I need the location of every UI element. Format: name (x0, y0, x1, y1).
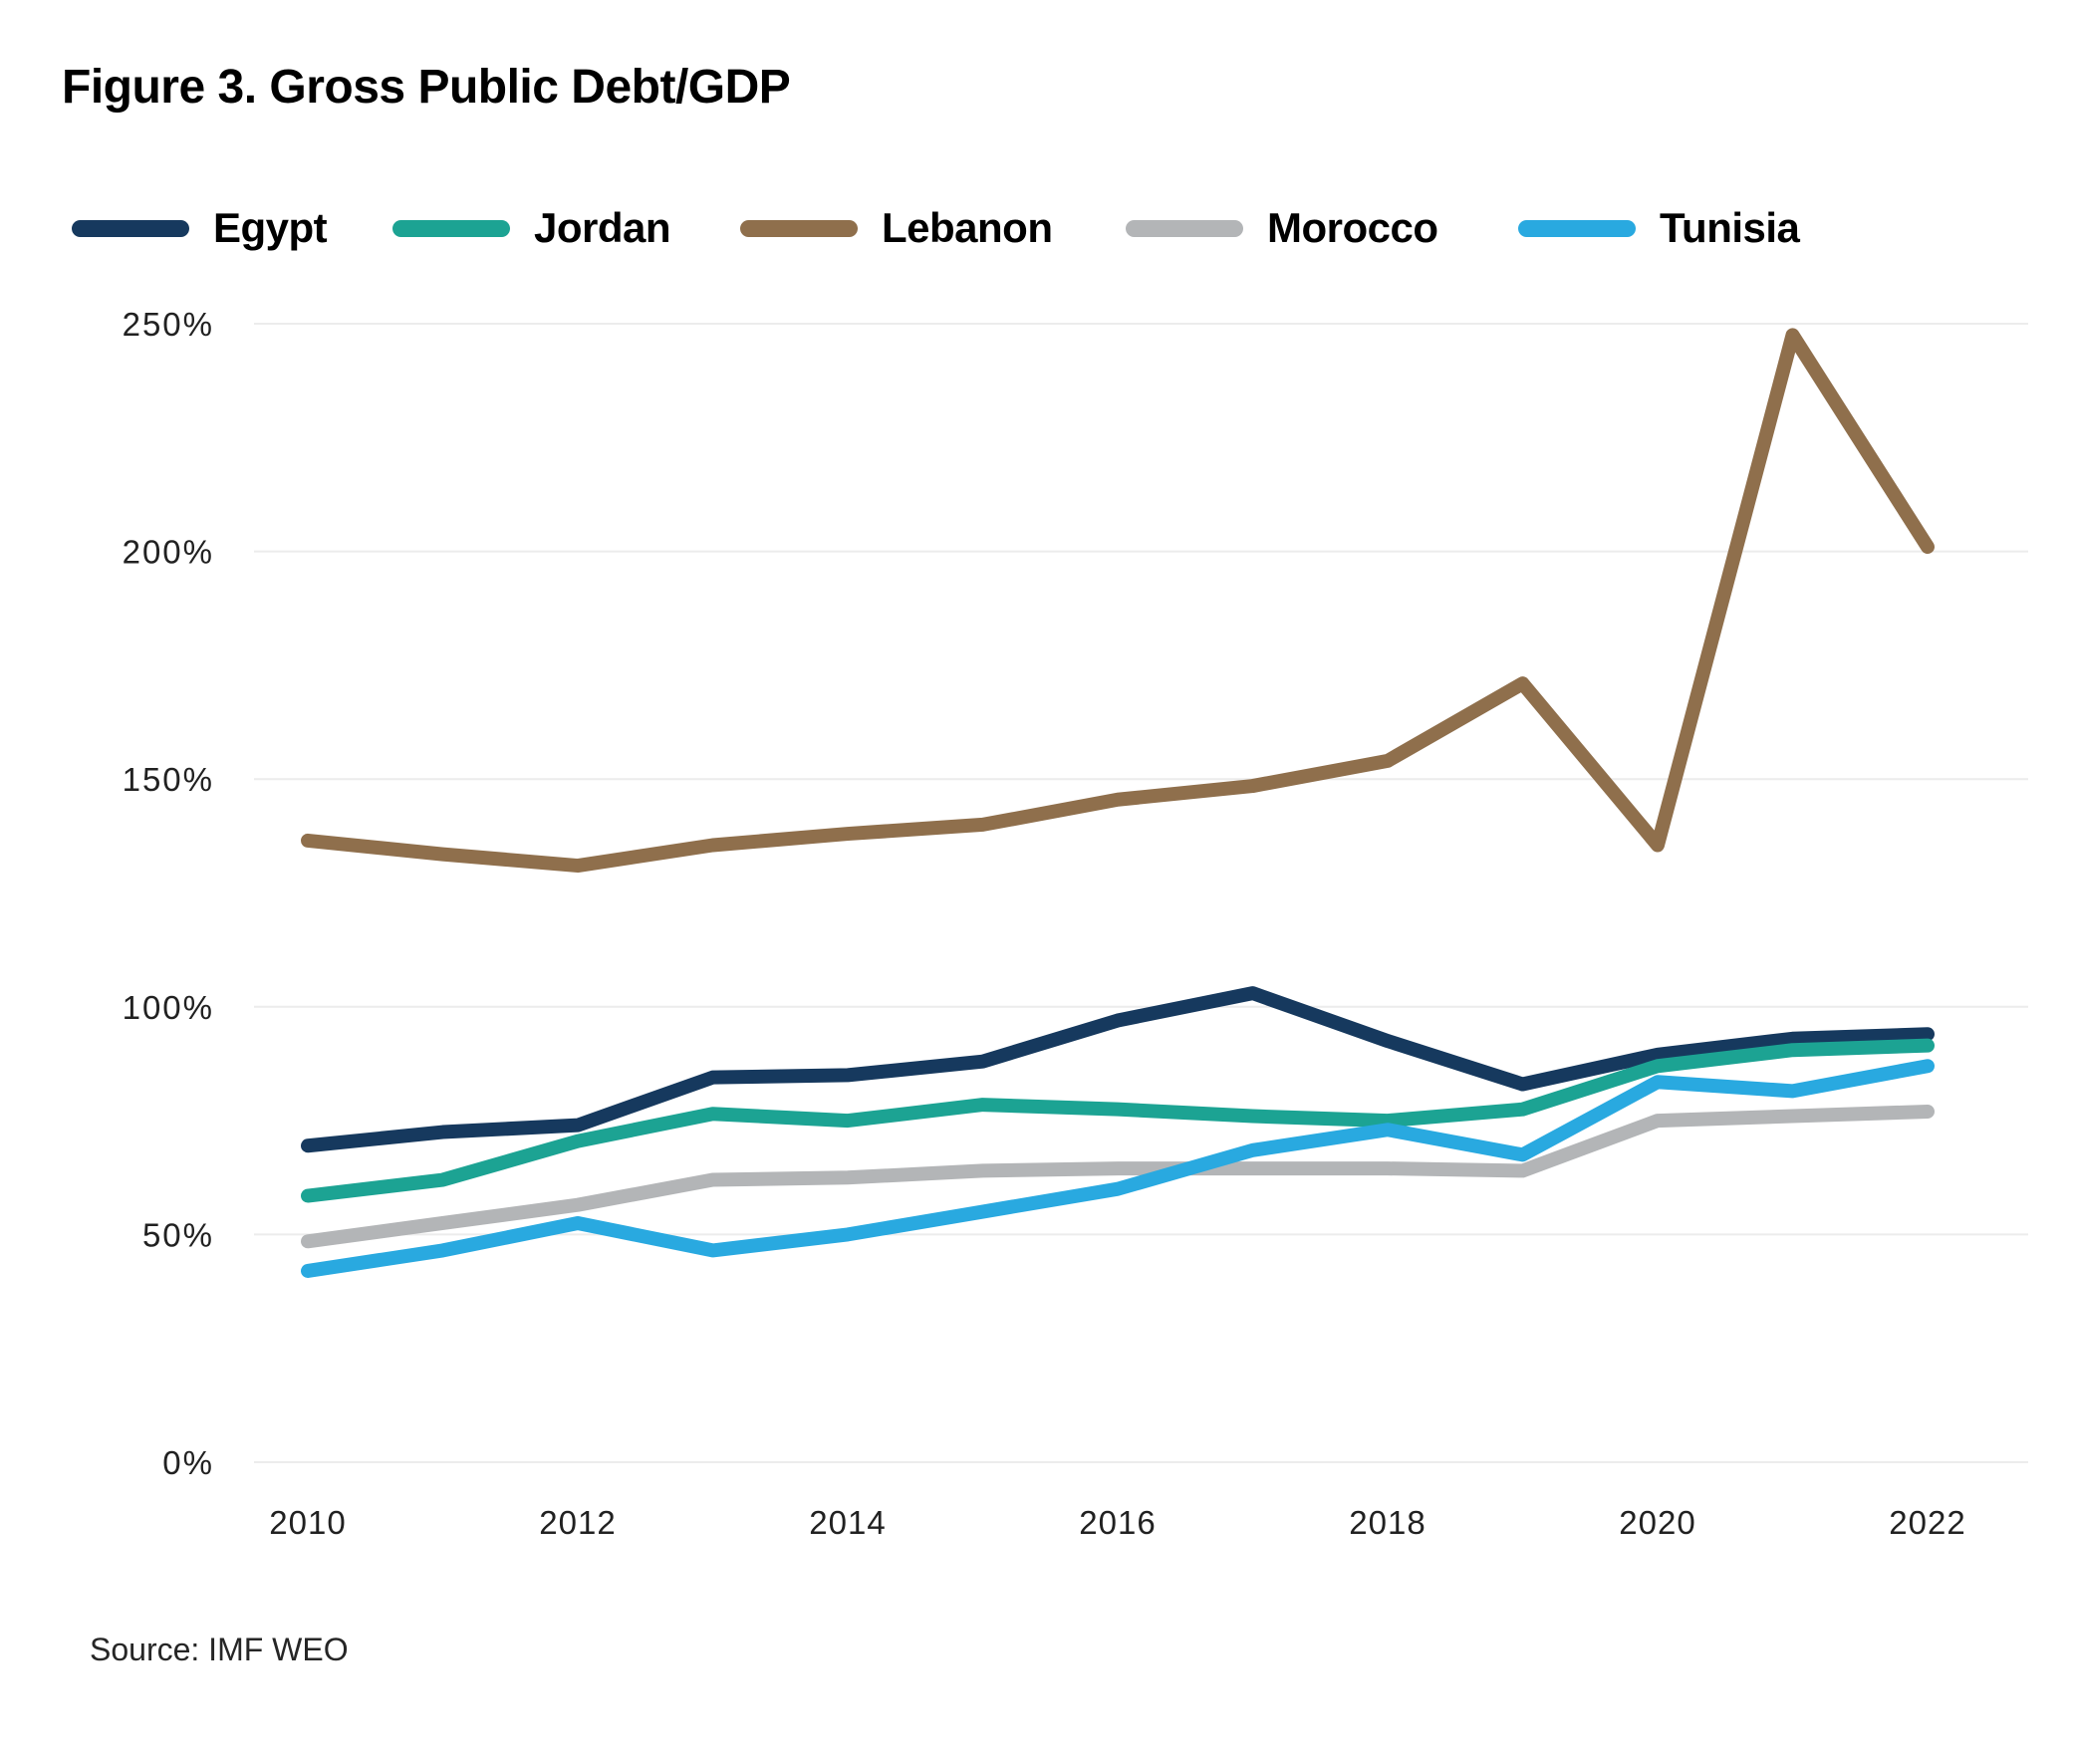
y-axis-tick-250: 250% (123, 306, 214, 343)
source-note: Source: IMF WEO (90, 1632, 349, 1667)
legend-label-lebanon: Lebanon (882, 204, 1053, 251)
x-axis-tick-2020: 2020 (1619, 1504, 1695, 1541)
legend-item-tunisia: Tunisia (1518, 203, 1800, 253)
figure-title: Figure 3. Gross Public Debt/GDP (62, 61, 791, 114)
line-jordan (301, 1038, 1935, 1203)
x-axis-tick-2018: 2018 (1349, 1504, 1426, 1541)
legend-swatch-jordan (392, 219, 510, 237)
y-axis-tick-50: 50% (142, 1216, 214, 1253)
legend-label-tunisia: Tunisia (1660, 204, 1800, 251)
y-axis-tick-150: 150% (123, 761, 214, 798)
legend-label-jordan: Jordan (534, 204, 671, 251)
legend-item-jordan: Jordan (392, 203, 671, 253)
legend-swatch-morocco (1126, 219, 1243, 237)
x-axis-tick-2022: 2022 (1889, 1504, 1965, 1541)
legend-item-morocco: Morocco (1126, 203, 1438, 253)
line-morocco (301, 1104, 1935, 1249)
legend-swatch-egypt (72, 219, 189, 237)
x-axis-tick-2014: 2014 (809, 1504, 886, 1541)
line-egypt (301, 986, 1935, 1153)
line-tunisia (301, 1059, 1935, 1278)
y-axis-tick-0: 0% (162, 1444, 214, 1481)
legend-item-lebanon: Lebanon (740, 203, 1053, 253)
legend-swatch-tunisia (1518, 219, 1636, 237)
legend-label-morocco: Morocco (1267, 204, 1438, 251)
y-axis-tick-200: 200% (123, 534, 214, 571)
x-axis-tick-2012: 2012 (539, 1504, 616, 1541)
line-lebanon (301, 328, 1935, 874)
x-axis-tick-2010: 2010 (269, 1504, 346, 1541)
x-axis-tick-2016: 2016 (1079, 1504, 1156, 1541)
legend-item-egypt: Egypt (72, 203, 328, 253)
legend-label-egypt: Egypt (213, 204, 328, 251)
chart-legend: Egypt Jordan Lebanon Morocco Tunisia (0, 203, 2076, 253)
y-axis-tick-100: 100% (123, 989, 214, 1026)
legend-swatch-lebanon (740, 219, 858, 237)
